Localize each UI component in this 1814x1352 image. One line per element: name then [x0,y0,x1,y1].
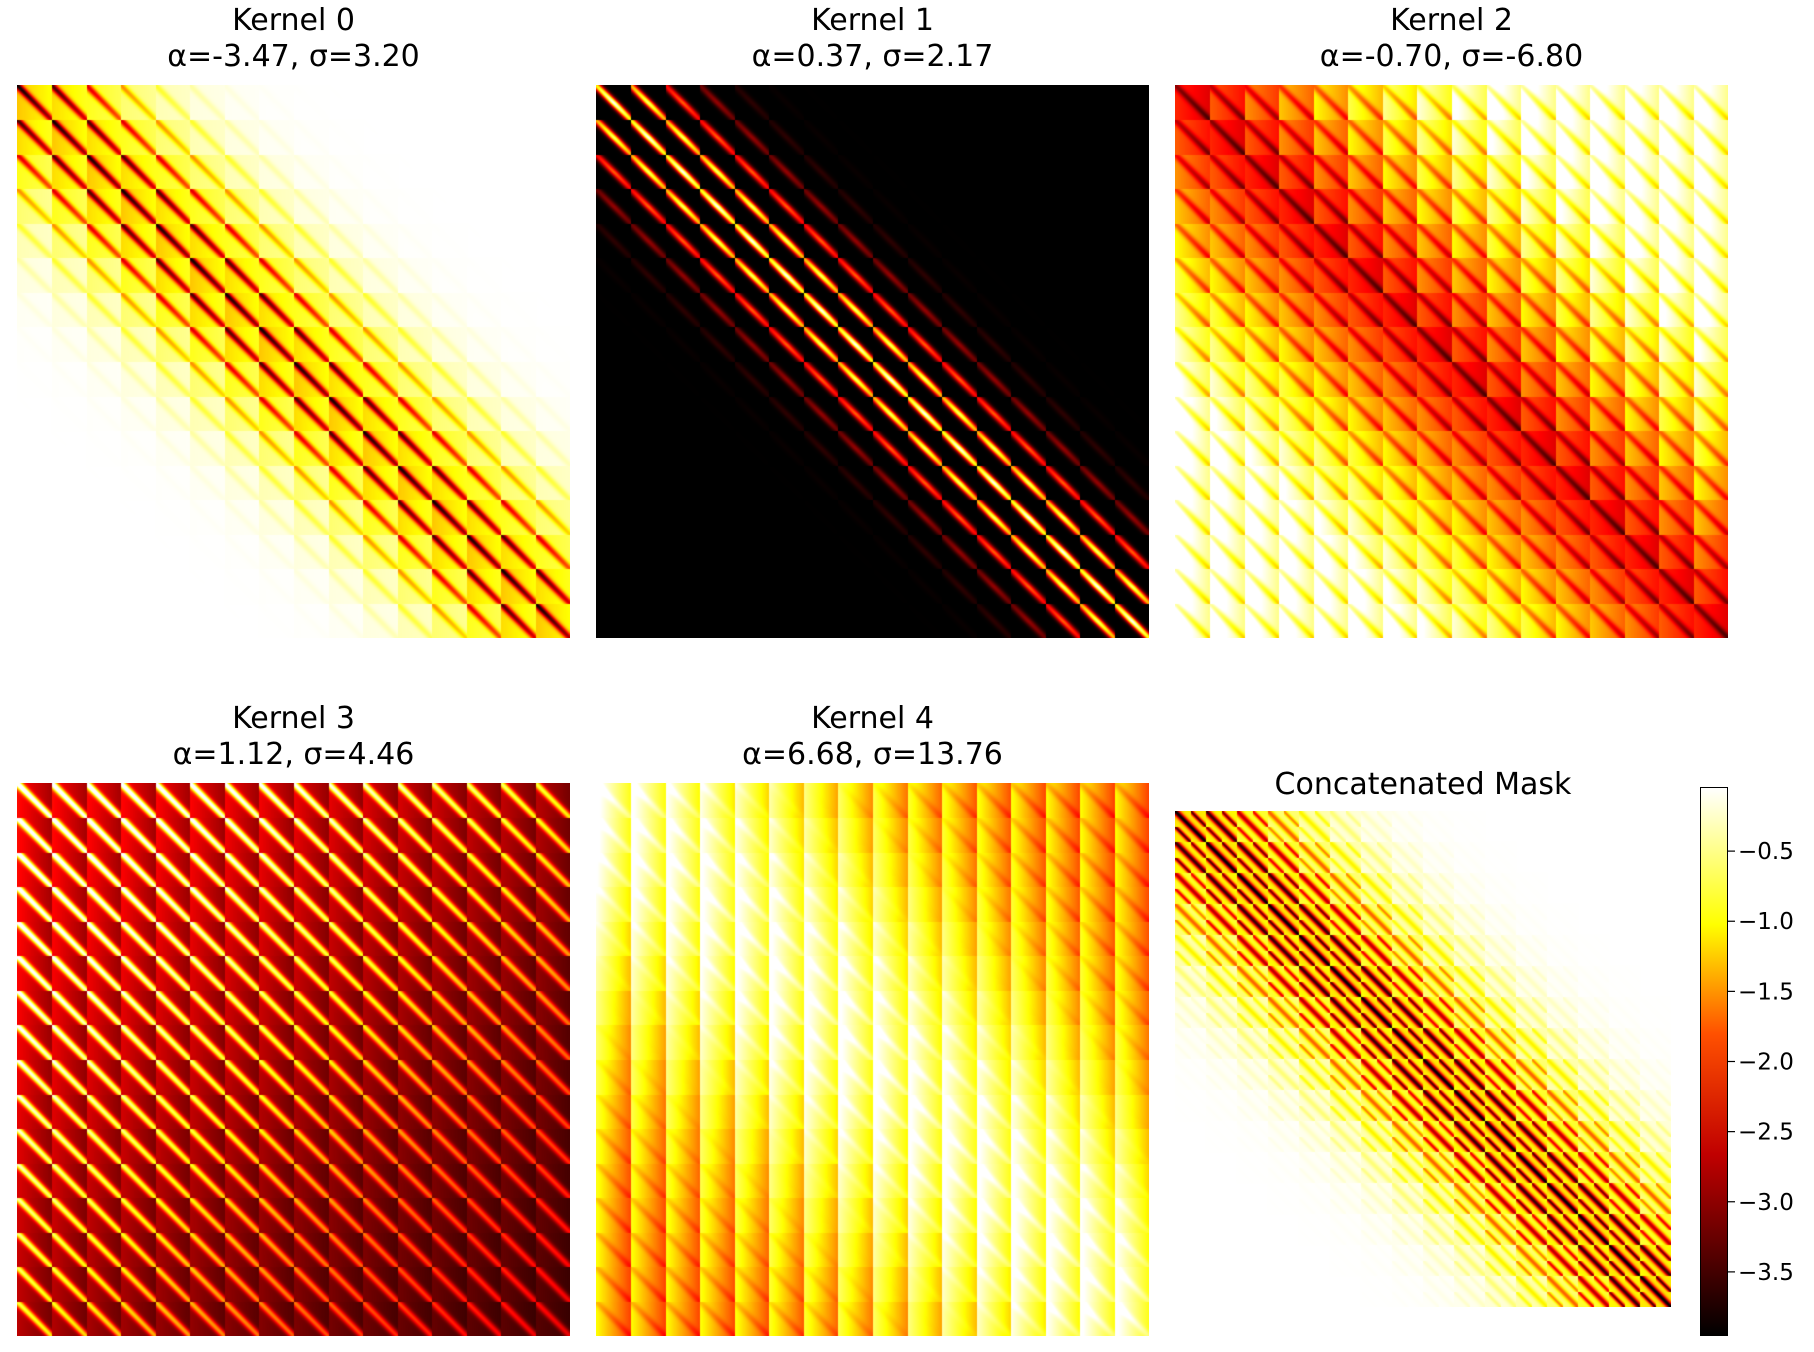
colorbar-tick-label: −0.5 [1738,839,1794,865]
kernel-4-subtitle: α=6.68, σ=13.76 [742,737,1003,772]
kernel-3-subtitle: α=1.12, σ=4.46 [172,737,415,772]
colorbar-svg: −0.5 −1.0 −1.5 −2.0 −2.5 −3.0 −3.5 [1700,787,1794,1336]
kernel-1-panel: Kernel 1 α=0.37, σ=2.17 [596,0,1149,640]
colorbar: −0.5 −1.0 −1.5 −2.0 −2.5 −3.0 −3.5 [1700,787,1810,1341]
kernel-3-panel: Kernel 3 α=1.12, σ=4.46 [17,698,570,1338]
kernel-1-subtitle: α=0.37, σ=2.17 [751,39,994,74]
concatenated-mask-heatmap [1175,811,1671,1307]
kernel-0-heatmap [17,85,570,638]
kernel-2-title: Kernel 2 [1390,3,1513,38]
kernel-0-subtitle: α=-3.47, σ=3.20 [167,39,420,74]
colorbar-gradient [1700,787,1728,1336]
kernel-4-panel: Kernel 4 α=6.68, σ=13.76 [596,698,1149,1338]
kernel-4-title: Kernel 4 [811,701,934,736]
kernel-1-title: Kernel 1 [811,3,934,38]
concatenated-mask-panel: Concatenated Mask [1175,760,1671,1320]
kernel-0-title: Kernel 0 [232,3,355,38]
colorbar-tick-label: −3.0 [1738,1190,1794,1216]
kernel-4-heatmap [596,783,1149,1336]
kernel-2-subtitle: α=-0.70, σ=-6.80 [1319,39,1584,74]
colorbar-tick-label: −1.5 [1738,979,1794,1005]
kernel-1-heatmap [596,85,1149,638]
colorbar-tick-label: −2.5 [1738,1120,1794,1146]
colorbar-tick-label: −3.5 [1738,1260,1794,1286]
kernel-3-title: Kernel 3 [232,701,355,736]
colorbar-tick-label: −2.0 [1738,1050,1794,1076]
colorbar-tick-label: −1.0 [1738,909,1794,935]
kernel-2-panel: Kernel 2 α=-0.70, σ=-6.80 [1175,0,1728,640]
concatenated-mask-title: Concatenated Mask [1274,767,1572,802]
kernel-0-panel: Kernel 0 α=-3.47, σ=3.20 [17,0,570,640]
kernel-3-heatmap [17,783,570,1336]
kernel-2-heatmap [1175,85,1728,638]
